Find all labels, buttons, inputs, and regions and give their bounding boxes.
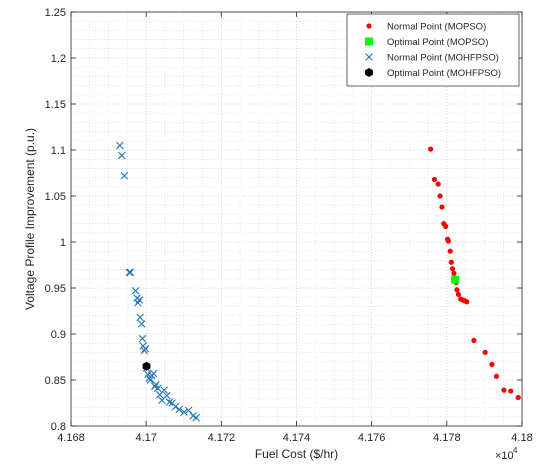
point-normal-point-mohfpso: [165, 398, 174, 406]
point-normal-point-mopso: [471, 337, 477, 344]
point-normal-point-mopso: [431, 176, 438, 183]
legend-marker: [366, 23, 372, 29]
y-tick-label: 1: [60, 237, 66, 249]
y-tick-label: 0.8: [51, 421, 66, 433]
point-normal-point-mopso: [455, 291, 462, 298]
y-tick-label: 1.15: [45, 99, 66, 111]
legend-label: Normal Point (MOPSO): [387, 22, 486, 33]
x-multiplier: ×10 4: [495, 446, 518, 462]
point-normal-point-mopso: [439, 204, 445, 210]
legend-box: [346, 13, 520, 87]
point-normal-point-mohfpso: [125, 268, 134, 277]
x-tick-label: 4.17: [135, 432, 156, 444]
point-normal-point-mohfpso: [141, 344, 150, 353]
point-normal-point-mohfpso: [117, 151, 126, 160]
point-normal-point-mohfpso: [146, 376, 155, 384]
legend-marker: [365, 68, 373, 77]
point-normal-point-mohfpso: [163, 391, 171, 400]
point-normal-point-mopso: [451, 270, 457, 276]
point-normal-point-mohfpso: [137, 320, 146, 328]
point-normal-point-mopso: [447, 248, 453, 254]
legend-marker: [365, 53, 373, 61]
axis-ticks: 4.168 4.17 4.172 4.174 4.176 4.178 4.18 0.8 0.85…: [45, 7, 533, 444]
point-normal-point-mohfpso: [138, 334, 147, 343]
point-normal-point-mopso: [501, 387, 507, 393]
point-optimal-point-mohfpso: [142, 361, 151, 371]
point-optimal-point-mopso: [451, 275, 460, 284]
point-normal-point-mohfpso: [149, 369, 158, 378]
point-normal-point-mopso: [515, 394, 521, 401]
legend-label: Normal Point (MOHFPSO): [387, 53, 499, 64]
legend: Normal Point (MOPSO) Optimal Point (MOPSO…: [346, 13, 520, 87]
point-normal-point-mohfpso: [175, 405, 184, 414]
point-normal-point-mohfpso: [192, 413, 200, 422]
y-tick-label: 1.1: [51, 145, 66, 157]
y-tick-label: 1.2: [51, 53, 66, 65]
point-normal-point-mopso: [449, 266, 456, 272]
x-tick-label: 4.168: [57, 432, 85, 444]
point-normal-point-mohfpso: [171, 402, 180, 411]
y-tick-label: 1.05: [45, 191, 66, 203]
data-marks: [116, 141, 521, 422]
legend-marker: [365, 37, 373, 46]
point-normal-point-mopso: [508, 388, 514, 394]
point-normal-point-mohfpso: [154, 384, 162, 393]
point-normal-point-mopso: [493, 373, 500, 379]
point-normal-point-mohfpso: [184, 406, 193, 415]
point-normal-point-mopso: [437, 193, 443, 199]
point-normal-point-mohfpso: [120, 171, 129, 180]
point-normal-point-mopso: [445, 238, 451, 244]
legend-label: Optimal Point (MOPSO): [387, 37, 488, 48]
point-normal-point-mohfpso: [152, 380, 160, 389]
point-normal-point-mopso: [443, 223, 449, 229]
point-normal-point-mopso: [448, 259, 454, 265]
point-normal-point-mopso: [435, 181, 441, 187]
point-normal-point-mohfpso: [126, 268, 135, 277]
point-normal-point-mohfpso: [180, 408, 188, 416]
y-axis-label: Voltage Profile Improvement (p.u.): [23, 128, 37, 310]
point-normal-point-mopso: [464, 299, 470, 305]
point-normal-point-mopso: [489, 361, 495, 367]
x-tick-label: 4.178: [433, 432, 461, 444]
point-normal-point-mopso: [454, 287, 460, 293]
y-tick-label: 0.85: [45, 375, 66, 387]
point-normal-point-mopso: [482, 349, 488, 355]
legend-label: Optimal Point (MOHFPSO): [387, 68, 501, 79]
x-tick-label: 4.176: [358, 432, 386, 444]
point-normal-point-mohfpso: [136, 313, 144, 322]
y-tick-label: 1.25: [45, 7, 66, 19]
point-normal-point-mohfpso: [135, 296, 144, 304]
point-normal-point-mopso: [428, 146, 434, 152]
point-normal-point-mohfpso: [160, 386, 168, 394]
x-multiplier-base: ×10: [495, 450, 514, 462]
grid-lines: [70, 11, 523, 427]
x-axis-label: Fuel Cost ($/hr): [255, 447, 338, 461]
x-tick-label: 4.172: [208, 432, 236, 444]
x-tick-label: 4.18: [511, 432, 532, 444]
x-tick-label: 4.174: [283, 432, 311, 444]
point-normal-point-mohfpso: [131, 286, 140, 295]
point-normal-point-mohfpso: [116, 141, 124, 150]
y-tick-label: 0.9: [51, 329, 66, 341]
y-tick-label: 0.95: [45, 283, 66, 295]
x-multiplier-exponent: 4: [513, 446, 518, 455]
